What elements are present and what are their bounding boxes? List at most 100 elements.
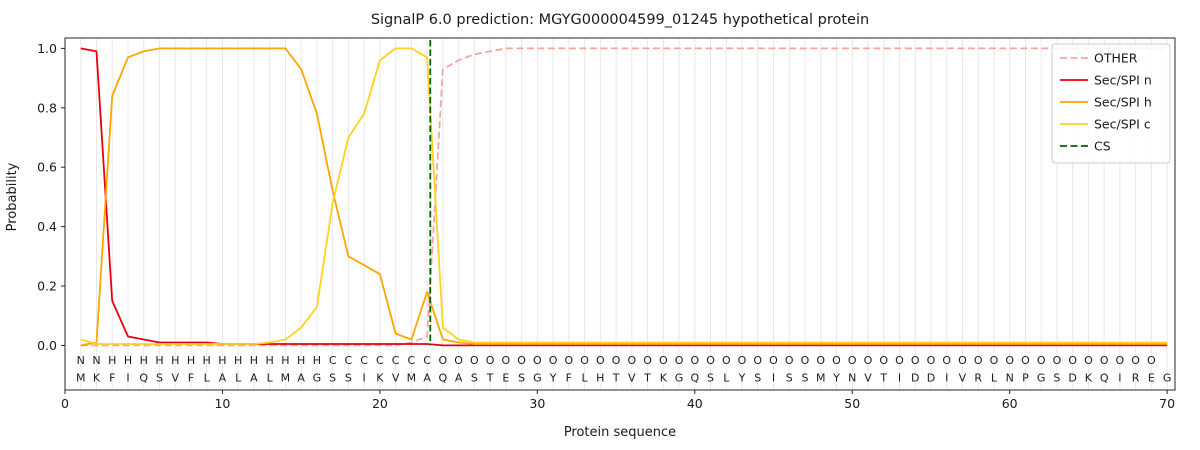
region-letter: H [218,354,226,367]
region-letter: O [769,354,778,367]
y-tick-label: 0.4 [37,219,57,234]
region-letter: O [942,354,951,367]
region-letter: O [612,354,621,367]
sequence-letter: V [628,372,636,385]
region-letter: O [690,354,699,367]
region-letter: O [470,354,479,367]
sequence-letter: A [297,372,305,385]
region-letter: O [533,354,542,367]
region-letter: O [549,354,558,367]
sequence-letter: Y [549,372,557,385]
sequence-letter: L [235,372,242,385]
sequence-letter: V [864,372,872,385]
region-letter: H [171,354,179,367]
region-letter: H [187,354,195,367]
region-letter: C [376,354,384,367]
region-letter: O [832,354,841,367]
sequence-letter: Q [139,372,148,385]
region-letter: O [753,354,762,367]
sequence-letter: G [1163,372,1172,385]
sequence-letter: F [566,372,572,385]
sequence-letter: M [76,372,86,385]
region-letter: H [155,354,163,367]
region-letter: C [360,354,368,367]
sequence-letter: M [281,372,291,385]
region-letter: O [1084,354,1093,367]
region-letter: O [486,354,495,367]
sequence-letter: R [974,372,982,385]
sequence-letter: S [345,372,352,385]
region-letter: O [895,354,904,367]
sequence-letter: L [582,372,589,385]
sequence-letter: E [1148,372,1155,385]
region-letter: O [1100,354,1109,367]
x-tick-label: 0 [61,396,69,411]
sequence-letter: S [156,372,163,385]
sequence-letter: I [945,372,948,385]
x-axis-label: Protein sequence [564,425,676,440]
sequence-letter: S [786,372,793,385]
sequence-letter: L [267,372,274,385]
region-letter: C [392,354,400,367]
region-letter: O [439,354,448,367]
region-letter: O [706,354,715,367]
region-letter: H [140,354,148,367]
sequence-letter: L [991,372,998,385]
legend-label: Sec/SPI c [1094,117,1151,132]
region-letter: O [785,354,794,367]
region-letter: O [675,354,684,367]
sequence-letter: S [329,372,336,385]
sequence-letter: S [518,372,525,385]
sequence-letter: S [471,372,478,385]
region-letter: O [1147,354,1156,367]
series-line-sec-spi-c [80,47,1168,345]
sequence-letter: D [911,372,919,385]
sequence-letter: F [188,372,194,385]
region-letter: H [124,354,132,367]
series-line-other [80,47,1168,347]
sequence-letter: L [723,372,730,385]
region-letter: O [722,354,731,367]
legend-label: Sec/SPI n [1094,73,1152,88]
region-letter: C [408,354,416,367]
sequence-letter: P [1022,372,1029,385]
sequence-letter: D [927,372,935,385]
region-letter: O [738,354,747,367]
chart-layer: 0 10 20 30 40 50 60 700.00.20.40.60.81.0NMNKHFH… [37,37,1176,411]
sequence-letter: T [486,372,494,385]
sequence-letter: Q [690,372,699,385]
y-tick-label: 1.0 [37,41,57,56]
legend-label: Sec/SPI h [1094,95,1152,110]
x-tick-label: 10 [214,396,230,411]
region-letter: H [250,354,258,367]
region-letter: O [848,354,857,367]
region-letter: O [990,354,999,367]
region-letter: O [974,354,983,367]
sequence-letter: T [612,372,620,385]
sequence-letter: H [596,372,604,385]
sequence-letter: I [772,372,775,385]
sequence-letter: S [802,372,809,385]
sequence-letter: S [707,372,714,385]
sequence-letter: L [204,372,211,385]
region-letter: O [1116,354,1125,367]
sequence-letter: Q [1100,372,1109,385]
x-tick-label: 20 [372,396,388,411]
y-tick-label: 0.0 [37,338,57,353]
series-line-sec-spi-h [80,47,1168,347]
region-letter: O [1131,354,1140,367]
sequence-letter: K [93,372,101,385]
x-tick-label: 50 [844,396,860,411]
region-letter: O [864,354,873,367]
region-letter: O [801,354,810,367]
sequence-letter: N [848,372,856,385]
sequence-letter: V [171,372,179,385]
y-tick-label: 0.2 [37,279,57,294]
region-letter: N [77,354,85,367]
region-letter: O [1021,354,1030,367]
region-letter: O [659,354,668,367]
sequence-letter: R [1132,372,1140,385]
region-letter: H [297,354,305,367]
